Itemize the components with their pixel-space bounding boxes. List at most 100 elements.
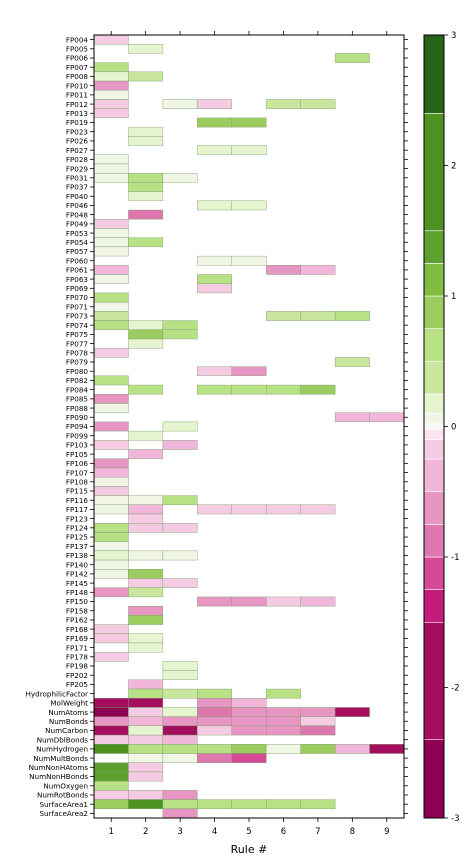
heatmap-cell [128, 209, 164, 220]
x-axis-title: Rule # [231, 843, 268, 856]
y-tick-label: FP117 [66, 505, 88, 514]
heatmap-cell [128, 172, 164, 183]
x-axis: 1 2 3 4 5 6 7 8 9 [109, 31, 389, 837]
x-tick-label: 7 [315, 827, 320, 837]
heatmap-cell [300, 504, 336, 515]
y-tick-label: FP124 [66, 524, 89, 533]
heatmap-cell [93, 523, 129, 533]
heatmap-cell [300, 596, 336, 607]
heatmap-cell [369, 412, 405, 423]
colorbar-segment [423, 589, 445, 623]
heatmap-cell [128, 182, 164, 192]
heatmap-cell [128, 707, 164, 717]
heatmap-cell [93, 486, 129, 496]
heatmap-cell [93, 467, 129, 478]
heatmap-cell [93, 495, 129, 505]
y-tick-label: FP162 [66, 616, 88, 625]
heatmap-cell [128, 698, 164, 708]
x-tick-label: 1 [109, 827, 114, 837]
heatmap-cell [197, 384, 232, 395]
y-tick-label: FP108 [66, 477, 89, 486]
heatmap-cell [334, 357, 370, 367]
heatmap-cell [231, 753, 267, 763]
heatmap-cell [93, 71, 129, 82]
y-tick-label: FP150 [66, 597, 89, 606]
heatmap-cell [162, 99, 198, 109]
heatmap-cell [128, 495, 164, 505]
heatmap-cell [197, 698, 232, 708]
colorbar-segment [423, 491, 445, 525]
heatmap-cell [128, 44, 164, 54]
y-tick-label: FP060 [66, 256, 89, 265]
y-tick-label: FP198 [66, 662, 89, 671]
heatmap-cell [128, 320, 164, 330]
y-tick-label: NumDblBonds [37, 735, 88, 744]
y-tick-label: FP023 [66, 127, 88, 136]
y-tick-label: FP140 [66, 560, 89, 569]
heatmap-cell [162, 578, 198, 588]
heatmap-cell [93, 698, 129, 708]
heatmap-cell [93, 762, 129, 773]
heatmap-cell [93, 163, 129, 174]
x-tick-label: 2 [143, 827, 148, 837]
heatmap-cell [93, 394, 129, 404]
colorbar-segment [423, 423, 445, 430]
heatmap-cell [93, 707, 129, 717]
heatmap-cell [162, 670, 198, 681]
y-tick-label: FP085 [66, 395, 88, 404]
heatmap-cell [300, 311, 336, 321]
heatmap-cell [128, 569, 164, 579]
y-tick-label: SurfaceArea2 [40, 809, 89, 818]
heatmap-cell [93, 799, 129, 809]
heatmap-cell [93, 108, 129, 119]
y-tick-label: FP171 [66, 643, 88, 652]
y-tick-label: FP006 [66, 54, 89, 63]
heatmap-cell [197, 799, 232, 809]
heatmap-cell [231, 725, 267, 736]
x-tick-label: 6 [281, 827, 286, 837]
heatmap-cell [231, 384, 267, 395]
heatmap-cell [93, 541, 129, 552]
heatmap-cell [266, 799, 301, 809]
y-tick-label: FP080 [66, 367, 89, 376]
y-tick-label: FP054 [66, 238, 89, 247]
heatmap-cell [334, 53, 370, 63]
y-tick-label: NumBonds [49, 717, 88, 726]
y-tick-label: FP137 [66, 542, 88, 551]
heatmap-cell [128, 771, 164, 782]
heatmap-cell [93, 348, 129, 358]
colorbar-segment [423, 113, 445, 232]
heatmap-cell [128, 237, 164, 248]
heatmap-cell [231, 255, 267, 266]
heatmap-cell [197, 99, 232, 109]
y-tick-label: FP004 [66, 35, 89, 44]
heatmap-cell [197, 366, 232, 377]
heatmap-cell [266, 265, 301, 275]
y-tick-label: NumAtoms [48, 708, 88, 717]
heatmap-cell [162, 725, 198, 736]
y-tick-label: FP011 [66, 91, 88, 100]
y-tick-label: SurfaceArea1 [40, 800, 89, 809]
heatmap-cell [162, 753, 198, 763]
heatmap-cell [266, 744, 301, 754]
heatmap-cell [231, 200, 267, 211]
heatmap-cell [93, 587, 129, 598]
colorbar-segment [423, 556, 445, 590]
heatmap-cell [93, 744, 129, 754]
heatmap-cell [128, 191, 164, 202]
heatmap-cell [128, 716, 164, 727]
y-tick-label: FP106 [66, 459, 89, 468]
heatmap-cell [231, 716, 267, 727]
heatmap-cell [334, 412, 370, 423]
heatmap-cell [197, 255, 232, 266]
heatmap-cell [93, 725, 129, 736]
heatmap-cell [93, 633, 129, 644]
heatmap-cell [128, 753, 164, 763]
y-tick-label: FP205 [66, 680, 88, 689]
heatmap-cell [128, 615, 164, 625]
heatmap-cell [162, 495, 198, 505]
heatmap-cells [93, 34, 405, 819]
y-tick-label: FP169 [66, 634, 89, 643]
heatmap-cell [162, 688, 198, 699]
